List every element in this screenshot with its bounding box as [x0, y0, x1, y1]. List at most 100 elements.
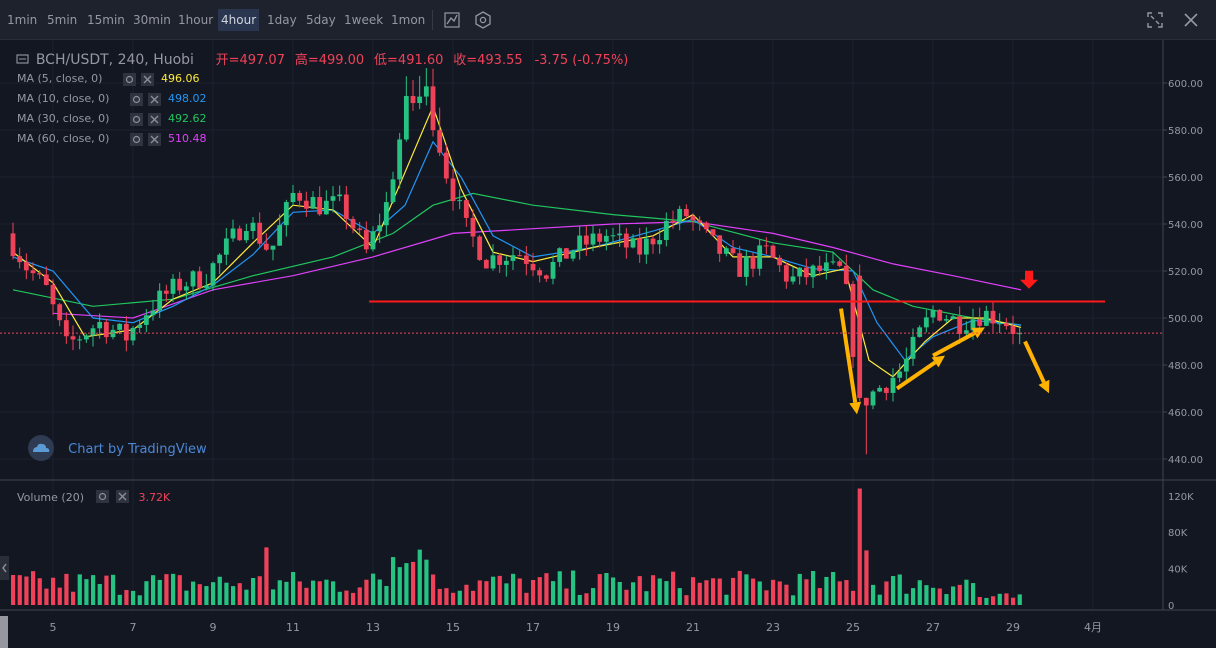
- volume-bar: [57, 587, 62, 605]
- timeframe-4hour[interactable]: 4hour: [218, 9, 260, 31]
- volume-bar: [504, 583, 509, 605]
- candle-body: [730, 248, 736, 254]
- close-icon[interactable]: [1180, 9, 1202, 31]
- candle-body: [857, 275, 863, 398]
- timeframe-1week[interactable]: 1week: [344, 13, 384, 27]
- scroll-bar[interactable]: [0, 616, 8, 648]
- candle-body: [690, 216, 696, 221]
- volume-bar: [317, 581, 322, 605]
- settings-icon[interactable]: [130, 93, 143, 106]
- volume-bar: [817, 588, 822, 605]
- close-icon[interactable]: [148, 133, 161, 146]
- volume-bar: [297, 581, 302, 605]
- settings-icon[interactable]: [472, 9, 494, 31]
- volume-bar: [164, 574, 169, 605]
- candle-body: [610, 235, 616, 237]
- candle-body: [457, 200, 463, 202]
- volume-bar: [771, 579, 776, 605]
- candle-body: [957, 316, 963, 334]
- candle-body: [437, 130, 443, 153]
- volume-bar: [784, 584, 789, 605]
- tradingview-watermark[interactable]: Chart by TradingView: [26, 435, 207, 461]
- candle-body: [650, 238, 656, 245]
- timeframe-5day[interactable]: 5day: [306, 13, 336, 27]
- candle-body: [803, 267, 809, 278]
- volume-bar: [551, 581, 556, 605]
- candle-body: [750, 256, 756, 269]
- y-tick-label: 500.00: [1168, 314, 1203, 325]
- candle-body: [703, 222, 709, 230]
- volume-bars: [11, 488, 1022, 605]
- close-icon[interactable]: [148, 93, 161, 106]
- scroll-left-handle[interactable]: [0, 556, 9, 580]
- close-icon[interactable]: [116, 490, 129, 503]
- candle-body: [317, 197, 323, 215]
- candle-body: [310, 197, 316, 209]
- x-tick-label: 15: [446, 621, 460, 634]
- ohlc-open: 开=497.07: [215, 53, 285, 68]
- x-tick-label: 11: [286, 621, 300, 634]
- volume-bar: [997, 593, 1002, 605]
- timeframe-30min[interactable]: 30min: [133, 13, 171, 27]
- candle-body: [263, 243, 269, 250]
- volume-bar: [237, 583, 242, 605]
- ma-value: 510.48: [168, 132, 207, 145]
- y-tick-label: 520.00: [1168, 267, 1203, 278]
- candle-body: [203, 285, 209, 288]
- timeframe-15min[interactable]: 15min: [87, 13, 125, 27]
- timeframe-1mon[interactable]: 1mon: [391, 13, 426, 27]
- settings-icon[interactable]: [95, 490, 109, 503]
- fullscreen-icon[interactable]: [1144, 9, 1166, 31]
- volume-bar: [384, 585, 389, 605]
- candle-body: [563, 248, 569, 259]
- timeframe-5min[interactable]: 5min: [47, 13, 78, 27]
- candle-body: [297, 192, 303, 201]
- volume-bar: [17, 575, 22, 605]
- candle-body: [157, 290, 163, 311]
- candle-body: [630, 238, 636, 248]
- timeframe-1min[interactable]: 1min: [7, 13, 38, 27]
- indicators-icon[interactable]: [441, 9, 463, 31]
- volume-bar: [484, 581, 489, 605]
- candle-body: [90, 328, 96, 336]
- close-icon[interactable]: [148, 113, 161, 126]
- settings-icon[interactable]: [130, 133, 143, 146]
- volume-bar: [844, 580, 849, 605]
- volume-bar: [324, 579, 329, 605]
- volume-bar: [351, 592, 356, 605]
- volume-bar: [991, 596, 996, 605]
- candle-body: [257, 222, 263, 244]
- close-icon[interactable]: [141, 73, 154, 86]
- timeframe-1hour[interactable]: 1hour: [178, 13, 214, 27]
- volume-bar: [277, 580, 282, 605]
- candle-body: [830, 261, 836, 263]
- candle-body: [417, 96, 423, 104]
- candle-body: [210, 263, 216, 286]
- x-tick-label: 25: [846, 621, 860, 634]
- volume-bar: [97, 584, 102, 605]
- y-tick-label: 540.00: [1168, 220, 1203, 231]
- candle-body: [677, 208, 683, 223]
- volume-bar: [791, 595, 796, 605]
- volume-tick-label: 80K: [1168, 528, 1188, 539]
- candle-body: [183, 286, 189, 291]
- candle-body: [1010, 326, 1016, 334]
- volume-bar: [224, 582, 229, 605]
- candle-body: [30, 270, 36, 274]
- collapse-icon[interactable]: [16, 52, 30, 66]
- candle-body: [583, 235, 589, 245]
- volume-bar: [344, 590, 349, 605]
- candle-body: [143, 315, 149, 325]
- candle-body: [283, 202, 289, 226]
- volume-bar: [211, 582, 216, 605]
- settings-icon[interactable]: [130, 113, 143, 126]
- volume-bar: [497, 575, 502, 605]
- ma-legend-row: MA (60, close, 0) 510.48: [17, 132, 207, 146]
- candle-body: [10, 233, 16, 257]
- volume-bar: [917, 580, 922, 605]
- timeframe-1day[interactable]: 1day: [267, 13, 297, 27]
- volume-bar: [571, 570, 576, 605]
- price-chart[interactable]: 493.55 440.00460.00480.00500.00520.00540…: [0, 40, 1216, 648]
- candle-body: [497, 255, 503, 265]
- settings-icon[interactable]: [123, 73, 136, 86]
